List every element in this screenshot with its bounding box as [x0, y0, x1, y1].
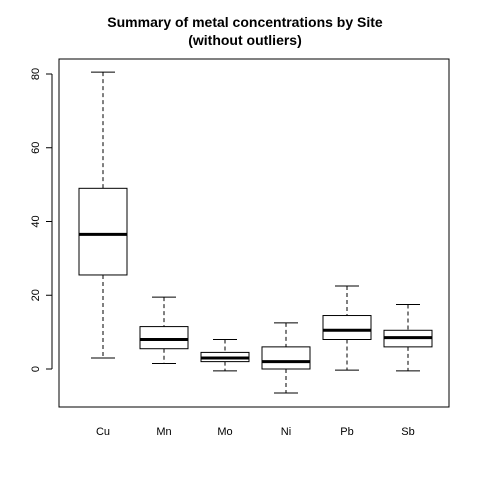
- x-tick-label: Pb: [340, 426, 353, 438]
- box-ni: [261, 322, 311, 394]
- x-tick-label: Cu: [96, 426, 110, 438]
- y-tick-label: 60: [30, 142, 42, 154]
- y-tick-label: 40: [30, 215, 42, 227]
- box-mo: [200, 339, 250, 372]
- x-tick-label: Ni: [281, 426, 291, 438]
- y-axis: 0 20 40 60 80: [30, 68, 53, 372]
- chart-title: Summary of metal concentrations by Site: [107, 14, 383, 30]
- plot-frame: [58, 58, 450, 408]
- x-axis: Cu Mn Mo Ni Pb Sb: [96, 426, 415, 438]
- y-tick-label: 20: [30, 289, 42, 301]
- iqr-box: [322, 315, 372, 340]
- box-cu: [78, 71, 128, 359]
- y-tick-label: 0: [30, 366, 42, 372]
- chart-subtitle: (without outliers): [188, 32, 302, 48]
- iqr-box: [261, 346, 311, 370]
- box-pb: [322, 285, 372, 371]
- box-mn: [139, 296, 189, 364]
- boxes-layer: [78, 71, 433, 394]
- y-tick-label: 80: [30, 68, 42, 80]
- x-tick-label: Mo: [217, 426, 232, 438]
- x-tick-label: Mn: [156, 426, 171, 438]
- iqr-box: [139, 326, 189, 350]
- x-tick-label: Sb: [401, 426, 414, 438]
- iqr-box: [78, 187, 128, 276]
- box-sb: [383, 303, 433, 372]
